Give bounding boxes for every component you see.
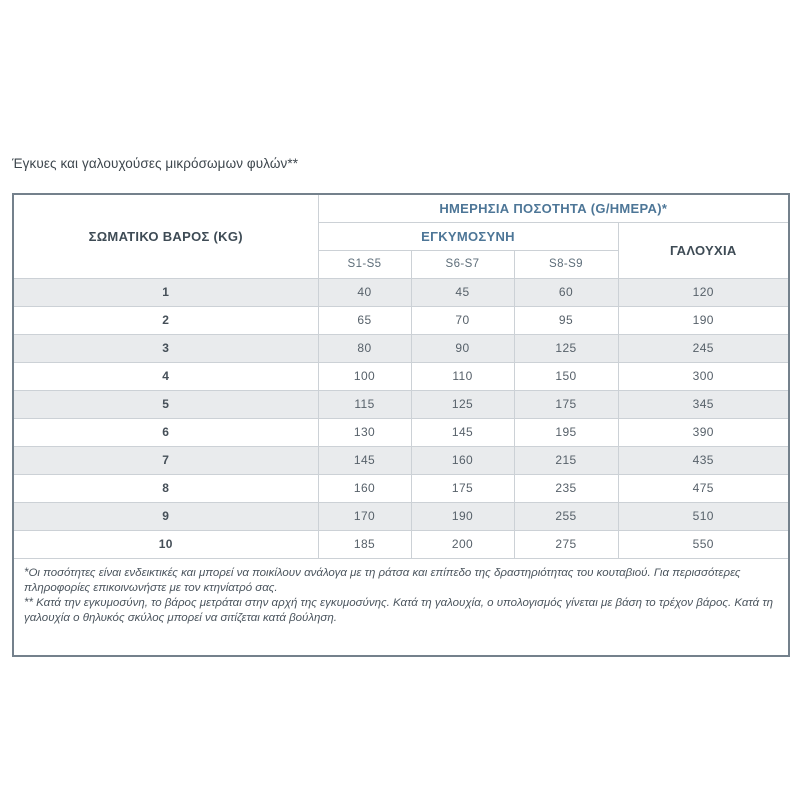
value-cell: 475: [617, 473, 790, 503]
table-row: 4 100 110 150 300: [12, 361, 790, 391]
footnote-pregnancy: ** Κατά την εγκυμοσύνη, το βάρος μετράτα…: [24, 596, 774, 624]
value-cell: 95: [513, 305, 619, 335]
value-cell: 390: [617, 417, 790, 447]
header-row-3: S1-S5 S6-S7 S8-S9: [13, 249, 789, 279]
stage-header-s1-s5: S1-S5: [317, 249, 412, 279]
lactation-header: ΓΑΛΟΥΧΙΑ: [617, 221, 790, 279]
value-cell: 195: [513, 417, 619, 447]
weight-cell: 5: [12, 389, 319, 419]
table-body: 1 40 45 60 120 2 65 70 95 190 3 80 90 12…: [12, 277, 790, 559]
value-cell: 130: [317, 417, 412, 447]
value-cell: 65: [317, 305, 412, 335]
value-cell: 170: [317, 501, 412, 531]
weight-cell: 4: [12, 361, 319, 391]
value-cell: 175: [513, 389, 619, 419]
weight-column-header: ΣΩΜΑΤΙΚΟ ΒΑΡΟΣ (KG): [12, 193, 319, 279]
value-cell: 175: [410, 473, 515, 503]
value-cell: 120: [617, 277, 790, 307]
value-cell: 510: [617, 501, 790, 531]
value-cell: 190: [617, 305, 790, 335]
value-cell: 100: [317, 361, 412, 391]
weight-cell: 6: [12, 417, 319, 447]
value-cell: 125: [513, 333, 619, 363]
weight-cell: 1: [12, 277, 319, 307]
table-title: Έγκυες και γαλουχούσες μικρόσωμων φυλών*…: [12, 156, 299, 171]
daily-quantity-header: ΗΜΕΡΗΣΙΑ ΠΟΣΟΤΗΤΑ (G/ΗΜΕΡΑ)*: [317, 193, 790, 223]
footnotes-cell: *Οι ποσότητες είναι ενδεικτικές και μπορ…: [12, 557, 790, 656]
footnotes-row: *Οι ποσότητες είναι ενδεικτικές και μπορ…: [12, 557, 790, 656]
value-cell: 160: [410, 445, 515, 475]
value-cell: 245: [617, 333, 790, 363]
feeding-guide-table: ΣΩΜΑΤΙΚΟ ΒΑΡΟΣ (KG) ΗΜΕΡΗΣΙΑ ΠΟΣΟΤΗΤΑ (G…: [12, 193, 791, 657]
value-cell: 215: [513, 445, 619, 475]
value-cell: 60: [513, 277, 619, 307]
value-cell: 345: [617, 389, 790, 419]
value-cell: 435: [617, 445, 790, 475]
pregnancy-header: ΕΓΚΥΜΟΣΥΝΗ: [317, 221, 619, 251]
table-header: ΣΩΜΑΤΙΚΟ ΒΑΡΟΣ (KG) ΗΜΕΡΗΣΙΑ ΠΟΣΟΤΗΤΑ (G…: [12, 193, 790, 279]
weight-cell: 8: [12, 473, 319, 503]
value-cell: 255: [513, 501, 619, 531]
value-cell: 70: [410, 305, 515, 335]
weight-cell: 2: [12, 305, 319, 335]
weight-cell: 3: [12, 333, 319, 363]
value-cell: 45: [410, 277, 515, 307]
value-cell: 125: [410, 389, 515, 419]
value-cell: 80: [317, 333, 412, 363]
weight-cell: 9: [12, 501, 319, 531]
value-cell: 145: [317, 445, 412, 475]
value-cell: 150: [513, 361, 619, 391]
table-row: 9 170 190 255 510: [12, 501, 790, 531]
table-row: 6 130 145 195 390: [12, 417, 790, 447]
value-cell: 550: [617, 529, 790, 559]
weight-cell: 7: [12, 445, 319, 475]
table-row: 8 160 175 235 475: [12, 473, 790, 503]
value-cell: 185: [317, 529, 412, 559]
value-cell: 145: [410, 417, 515, 447]
stage-header-s6-s7: S6-S7: [410, 249, 515, 279]
table-row: 7 145 160 215 435: [12, 445, 790, 475]
header-row-1: ΣΩΜΑΤΙΚΟ ΒΑΡΟΣ (KG) ΗΜΕΡΗΣΙΑ ΠΟΣΟΤΗΤΑ (G…: [12, 193, 790, 279]
value-cell: 200: [410, 529, 515, 559]
value-cell: 275: [513, 529, 619, 559]
stage-header-s8-s9: S8-S9: [513, 249, 619, 279]
table-row: 2 65 70 95 190: [12, 305, 790, 335]
value-cell: 160: [317, 473, 412, 503]
value-cell: 235: [513, 473, 619, 503]
table-row: 3 80 90 125 245: [12, 333, 790, 363]
table-row: 1 40 45 60 120: [12, 277, 790, 307]
footnote-quantities: *Οι ποσότητες είναι ενδεικτικές και μπορ…: [24, 566, 741, 594]
value-cell: 115: [317, 389, 412, 419]
value-cell: 40: [317, 277, 412, 307]
table-row: 10 185 200 275 550: [12, 529, 790, 559]
table-footer: *Οι ποσότητες είναι ενδεικτικές και μπορ…: [12, 557, 790, 656]
table-row: 5 115 125 175 345: [12, 389, 790, 419]
weight-cell: 10: [12, 529, 319, 559]
value-cell: 90: [410, 333, 515, 363]
header-row-2: ΕΓΚΥΜΟΣΥΝΗ ΓΑΛΟΥΧΙΑ: [13, 221, 790, 279]
value-cell: 110: [410, 361, 515, 391]
value-cell: 300: [617, 361, 790, 391]
value-cell: 190: [410, 501, 515, 531]
